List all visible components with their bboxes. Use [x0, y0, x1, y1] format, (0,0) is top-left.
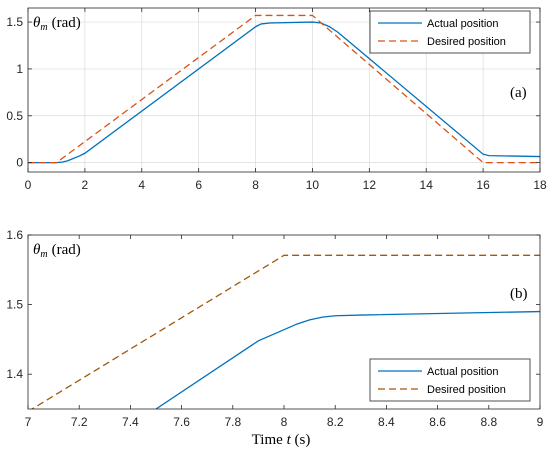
- x-tick-label: 8.4: [378, 415, 395, 429]
- x-tick-label: 7: [25, 415, 32, 429]
- y-tick-label: 1: [16, 62, 23, 76]
- x-tick-label: 0: [25, 178, 32, 192]
- y-axis-label: θm (rad): [33, 15, 81, 33]
- x-tick-label: 7.2: [71, 415, 88, 429]
- x-tick-label: 4: [138, 178, 145, 192]
- x-axis-label: Time t (s): [252, 432, 311, 448]
- x-tick-label: 8.8: [480, 415, 497, 429]
- legend-entry: Actual position: [427, 18, 499, 30]
- legend-entry: Desired position: [427, 384, 506, 396]
- chart-panel-1: 0 2 4 6 8 10 12 14 16 18 0 0.5 1 1.5 θm (rad) (a) Actual …: [6, 7, 547, 192]
- series-line-actual: [155, 310, 540, 409]
- x-tick-label: 8.2: [327, 415, 344, 429]
- x-tick-label: 7.8: [224, 415, 241, 429]
- x-tick-label: 16: [476, 178, 490, 192]
- y-tick-label: 1.4: [6, 367, 23, 381]
- x-tick-label: 12: [363, 178, 377, 192]
- y-tick-label: 0: [16, 156, 23, 170]
- x-tick-label: 18: [533, 178, 547, 192]
- x-tick-label: 2: [82, 178, 89, 192]
- chart-panel-2: 7 7.2 7.4 7.6 7.8 8 8.2 8.4 8.6 8.8 9 1.4 1.5 1.6 θm (r…: [6, 228, 543, 448]
- y-axis-label: θm (rad): [33, 242, 81, 260]
- legend: Actual position Desired position: [369, 358, 531, 402]
- x-tick-label: 8: [252, 178, 259, 192]
- x-tick-label: 10: [306, 178, 320, 192]
- series-line-actual: [28, 21, 540, 164]
- x-tick-label: 7.6: [173, 415, 190, 429]
- x-tick-label: 8: [281, 415, 288, 429]
- x-tick-label: 8.6: [429, 415, 446, 429]
- y-tick-label: 1.5: [6, 15, 23, 29]
- y-tick-label: 1.5: [6, 298, 23, 312]
- axes-frame: [27, 7, 541, 173]
- series-line-desired: [30, 254, 540, 409]
- x-tick-label: 14: [420, 178, 434, 192]
- x-tick-label: 9: [537, 415, 544, 429]
- legend-box: [369, 10, 531, 54]
- legend-entry: Actual position: [427, 366, 499, 378]
- series-line-desired: [28, 14, 540, 164]
- y-tick-label: 0.5: [6, 109, 23, 123]
- x-tick-label: 6: [195, 178, 202, 192]
- x-tick-label: 7.4: [122, 415, 139, 429]
- legend: Actual position Desired position: [369, 10, 531, 54]
- legend-box: [369, 358, 531, 402]
- legend-entry: Desired position: [427, 36, 506, 48]
- y-tick-label: 1.6: [6, 228, 23, 242]
- panel-label: (b): [510, 286, 528, 302]
- panel-label: (a): [510, 85, 527, 101]
